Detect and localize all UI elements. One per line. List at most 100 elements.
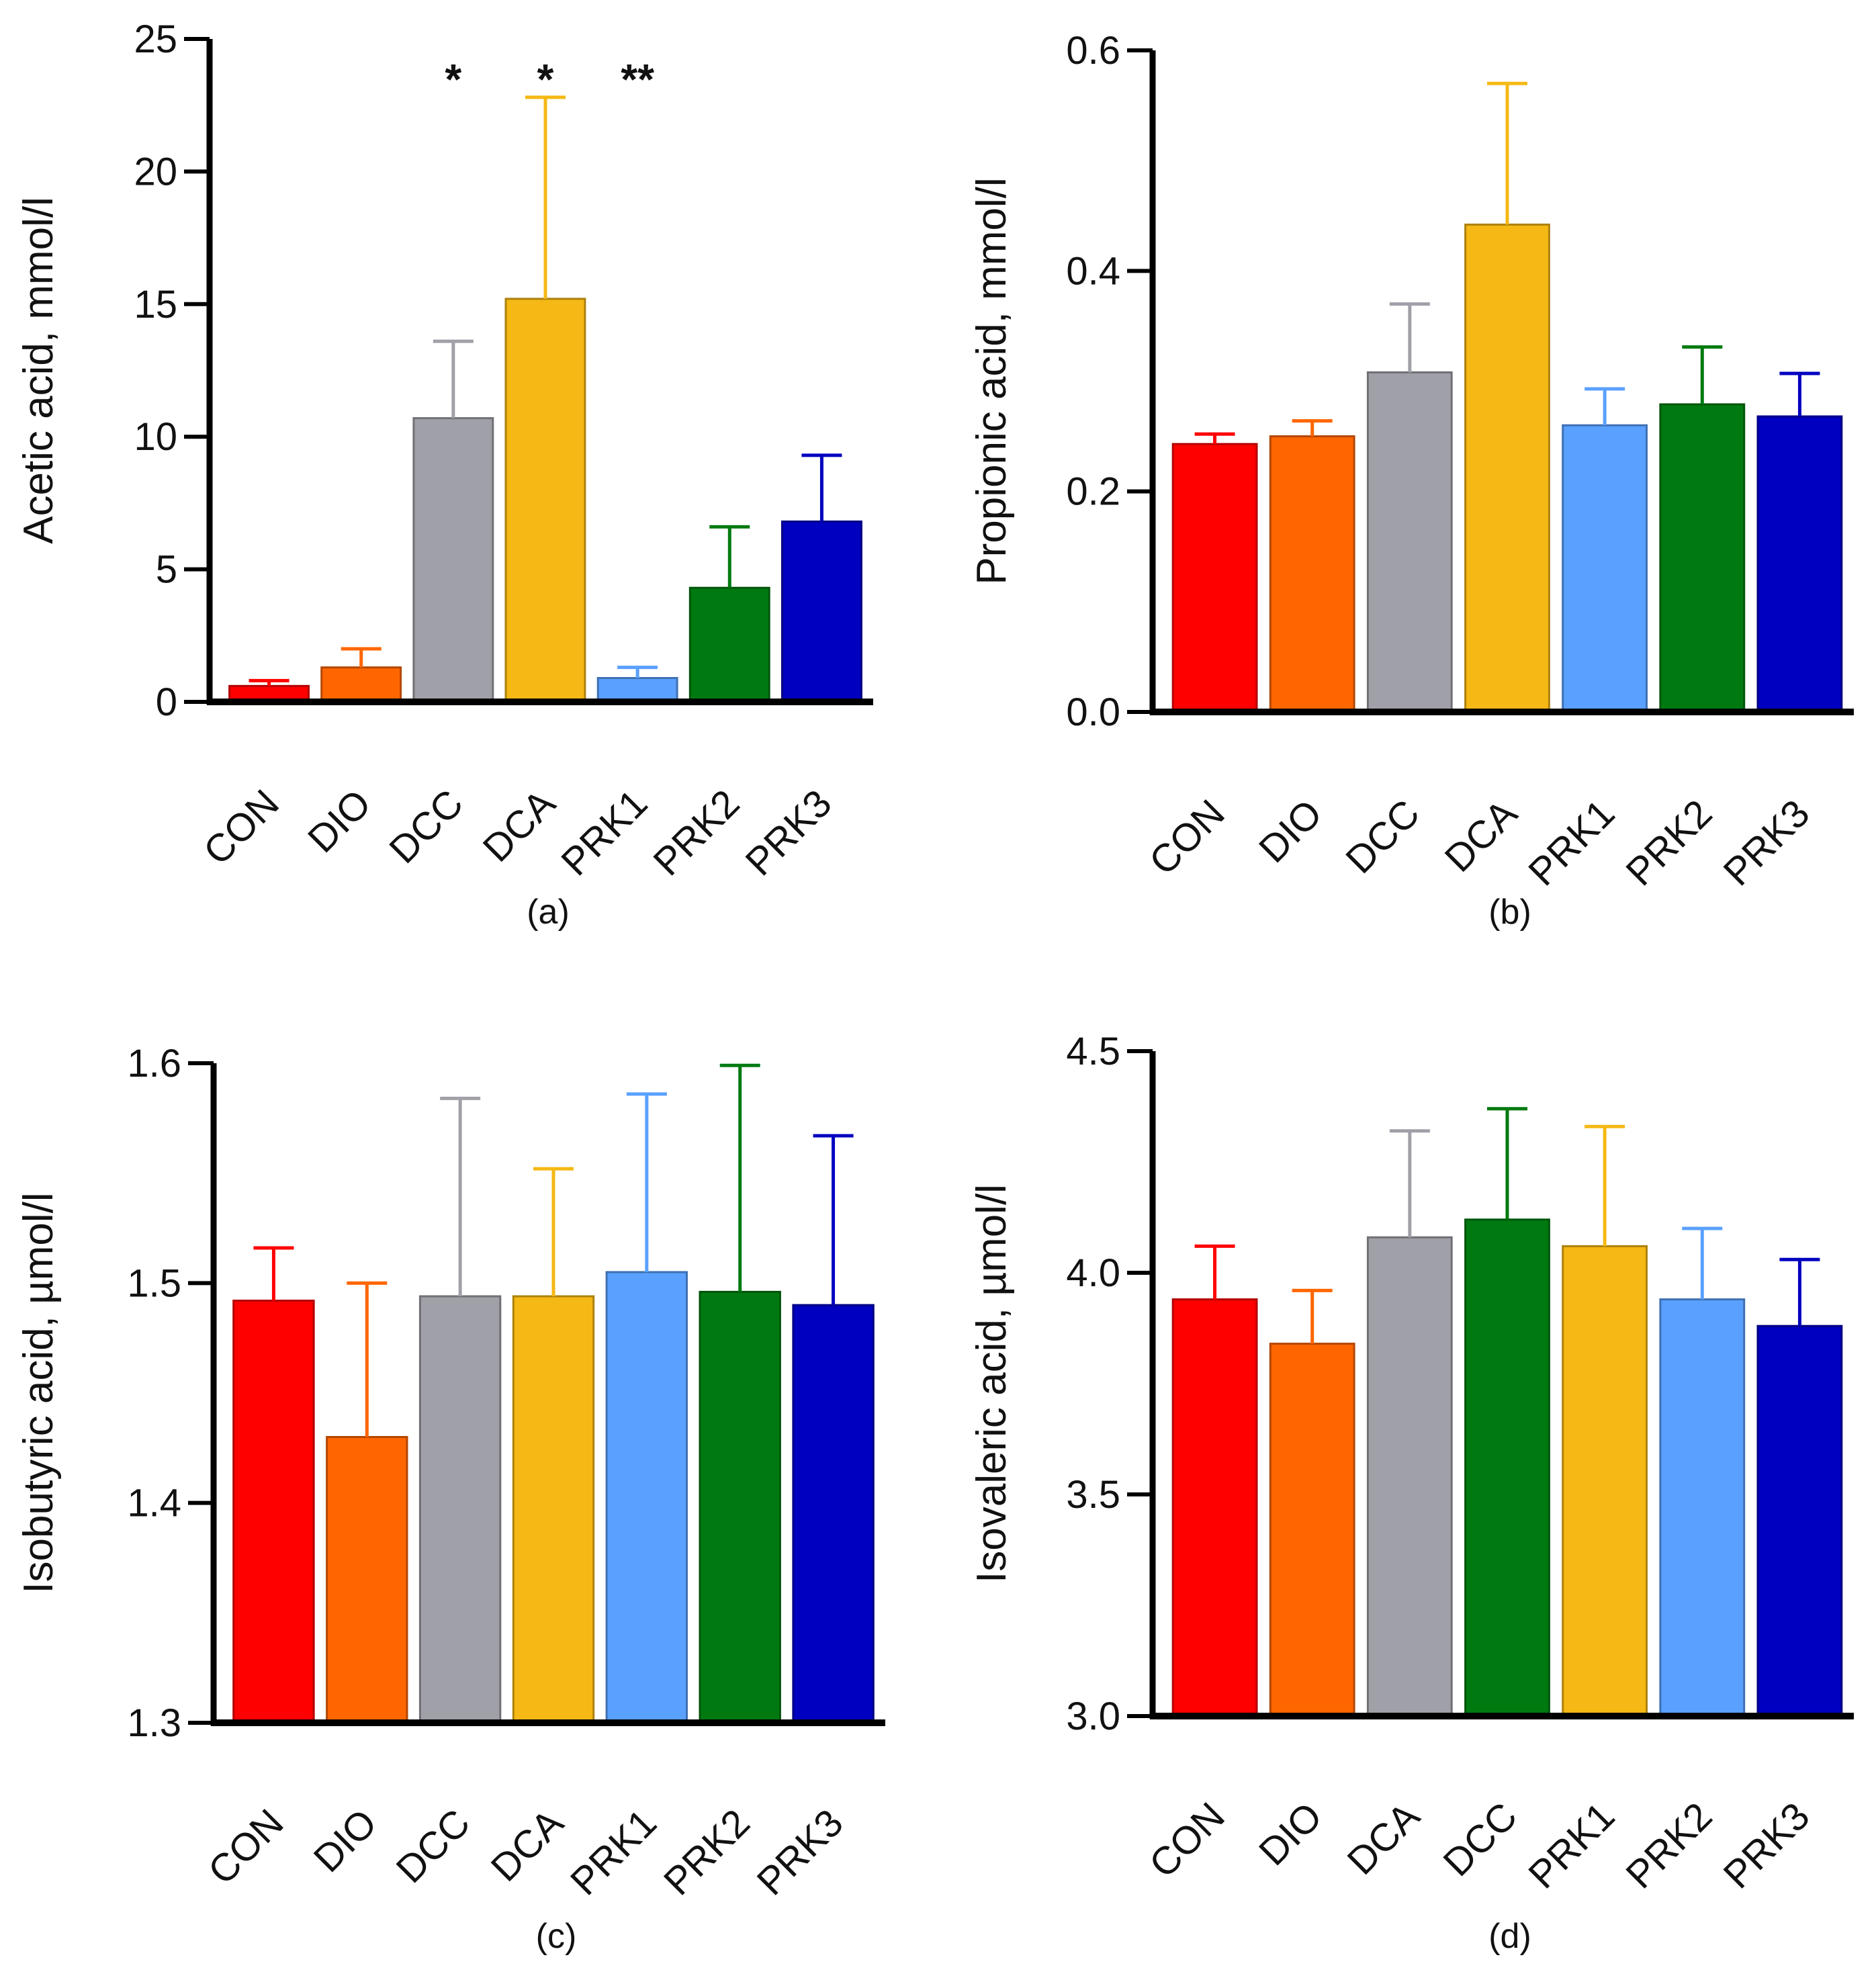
bar-prk3 [1756, 1324, 1843, 1717]
y-tick-label: 4.0 [1066, 1251, 1120, 1295]
panel-label: (c) [536, 1917, 577, 1956]
category-label: PRK2 [1617, 791, 1720, 894]
category-label: DIO [1251, 1794, 1331, 1874]
category-label: DCC [1337, 791, 1428, 882]
category-label: PRK1 [553, 781, 656, 884]
bar-dcc [418, 1295, 502, 1724]
panel-label: (d) [1488, 1917, 1531, 1956]
bar-prk2 [688, 586, 770, 703]
error-bar-con [1194, 1244, 1235, 1300]
category-label: CON [1141, 1794, 1233, 1886]
bar-prk3 [792, 1304, 875, 1724]
y-axis-title: Isobutyric acid, µmol/l [15, 1192, 62, 1593]
y-tick-label: 25 [134, 17, 177, 61]
y-axis-title: Acetic acid, mmol/l [15, 197, 62, 544]
y-axis-title: Isovaleric acid, µmol/l [969, 1184, 1015, 1583]
bar-dio [1269, 1343, 1355, 1717]
bar-con [232, 1300, 315, 1724]
significance-marker: * [537, 55, 554, 103]
category-label: PRK3 [1715, 791, 1818, 894]
bar-prk1 [1562, 424, 1648, 713]
error-bar-prk3 [1779, 371, 1820, 417]
bar-prk2 [699, 1290, 781, 1724]
error-bar-prk3 [1779, 1257, 1820, 1327]
bar-dcc [1366, 371, 1453, 713]
bar-prk3 [1756, 415, 1843, 713]
y-tick-label: 1.4 [127, 1482, 181, 1525]
y-tick-label: 10 [134, 415, 177, 459]
error-bar-dio [1292, 1288, 1333, 1344]
bar-dcc [412, 417, 494, 703]
error-bar-con [249, 678, 289, 686]
y-tick-label: 1.5 [127, 1261, 181, 1305]
error-bar-dio [341, 647, 382, 668]
category-label: DCC [381, 781, 472, 872]
error-bar-prk3 [813, 1134, 854, 1306]
y-tick-label: 0.2 [1066, 470, 1120, 514]
error-bar-dca [1487, 81, 1527, 225]
category-label: DCA [475, 781, 564, 870]
y-tick-label: 3.5 [1066, 1473, 1120, 1517]
error-bar-dcc [1487, 1107, 1527, 1220]
bar-dcc [1464, 1218, 1550, 1717]
category-label: PRK3 [749, 1801, 852, 1903]
category-label: PRK2 [645, 781, 748, 884]
y-tick-label: 4.5 [1066, 1030, 1120, 1073]
error-bar-dca [525, 95, 566, 299]
y-tick-label: 0.6 [1066, 29, 1120, 73]
category-label: PRK3 [738, 781, 840, 884]
category-label: PRK1 [1520, 791, 1623, 894]
y-tick-label: 15 [134, 283, 177, 326]
bar-dca [1464, 223, 1550, 713]
error-bar-dcc [440, 1096, 481, 1296]
bar-prk2 [1659, 1298, 1746, 1717]
category-label: DCA [483, 1801, 572, 1890]
category-label: DCA [1339, 1794, 1428, 1883]
category-label: DIO [300, 781, 379, 861]
bar-dio [320, 666, 402, 703]
error-bar-dcc [1389, 302, 1430, 373]
error-bar-dio [1292, 419, 1333, 437]
category-label: DCC [388, 1801, 479, 1891]
bar-dca [512, 1295, 595, 1724]
y-tick-label: 1.3 [127, 1701, 181, 1745]
error-bar-prk1 [617, 666, 658, 678]
bar-con [1171, 1298, 1258, 1717]
category-label: DCA [1437, 791, 1526, 881]
error-bar-dio [347, 1281, 388, 1437]
category-label: PRK1 [1520, 1794, 1623, 1897]
y-tick-label: 3.0 [1066, 1695, 1120, 1738]
category-label: DCC [1435, 1794, 1525, 1885]
y-tick-label: 0 [156, 680, 177, 724]
error-bar-dca [533, 1167, 574, 1296]
category-label: PRK3 [1715, 1794, 1818, 1897]
bar-dio [326, 1436, 408, 1724]
bar-dca [504, 298, 586, 703]
bar-prk1 [1562, 1245, 1648, 1717]
y-axis-title: Propionic acid, mmol/l [969, 177, 1015, 584]
bar-prk2 [1659, 403, 1746, 713]
panel-label: (b) [1488, 893, 1531, 932]
error-bar-prk1 [1584, 387, 1625, 426]
error-bar-prk1 [626, 1092, 667, 1272]
bar-con [1171, 443, 1258, 713]
bar-dca [1366, 1236, 1453, 1717]
category-label: DIO [306, 1801, 386, 1881]
error-bar-prk2 [709, 525, 750, 588]
error-bar-dca [1389, 1129, 1430, 1238]
bar-prk3 [781, 521, 862, 703]
category-label: CON [195, 781, 287, 873]
category-label: CON [1141, 791, 1233, 883]
y-tick-label: 1.6 [127, 1042, 181, 1085]
y-tick-label: 0.0 [1066, 690, 1120, 734]
panel-label: (a) [527, 893, 570, 932]
significance-marker: * [445, 55, 461, 103]
category-label: PRK2 [1617, 1794, 1720, 1897]
y-tick-label: 5 [156, 548, 177, 592]
error-bar-prk2 [1682, 1226, 1723, 1300]
error-bar-prk3 [801, 453, 842, 522]
